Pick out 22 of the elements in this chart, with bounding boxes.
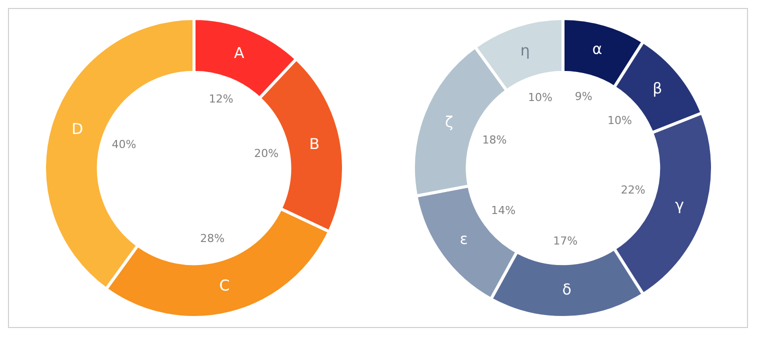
slice-label: α xyxy=(592,40,602,58)
slice-label: δ xyxy=(562,280,571,298)
data-label: 18% xyxy=(482,134,506,147)
data-label: 40% xyxy=(111,138,136,152)
data-label: 10% xyxy=(528,90,552,104)
slice-label: B xyxy=(308,134,320,153)
data-label: 17% xyxy=(552,234,578,248)
data-label: 28% xyxy=(200,232,224,246)
slice-label: A xyxy=(233,44,244,62)
data-label: 9% xyxy=(574,90,592,104)
slice-label: γ xyxy=(674,196,684,214)
data-label: 10% xyxy=(607,114,632,127)
slice-label: D xyxy=(71,120,83,138)
data-label: 12% xyxy=(208,92,233,106)
slice-label: ε xyxy=(459,230,468,248)
slice-label: C xyxy=(218,276,230,295)
slice-label: β xyxy=(652,80,662,98)
data-label: 14% xyxy=(490,204,516,218)
slice-label: η xyxy=(520,41,530,60)
data-label: 22% xyxy=(620,184,645,197)
slice-label: ζ xyxy=(444,112,453,131)
data-label: 20% xyxy=(254,147,278,160)
